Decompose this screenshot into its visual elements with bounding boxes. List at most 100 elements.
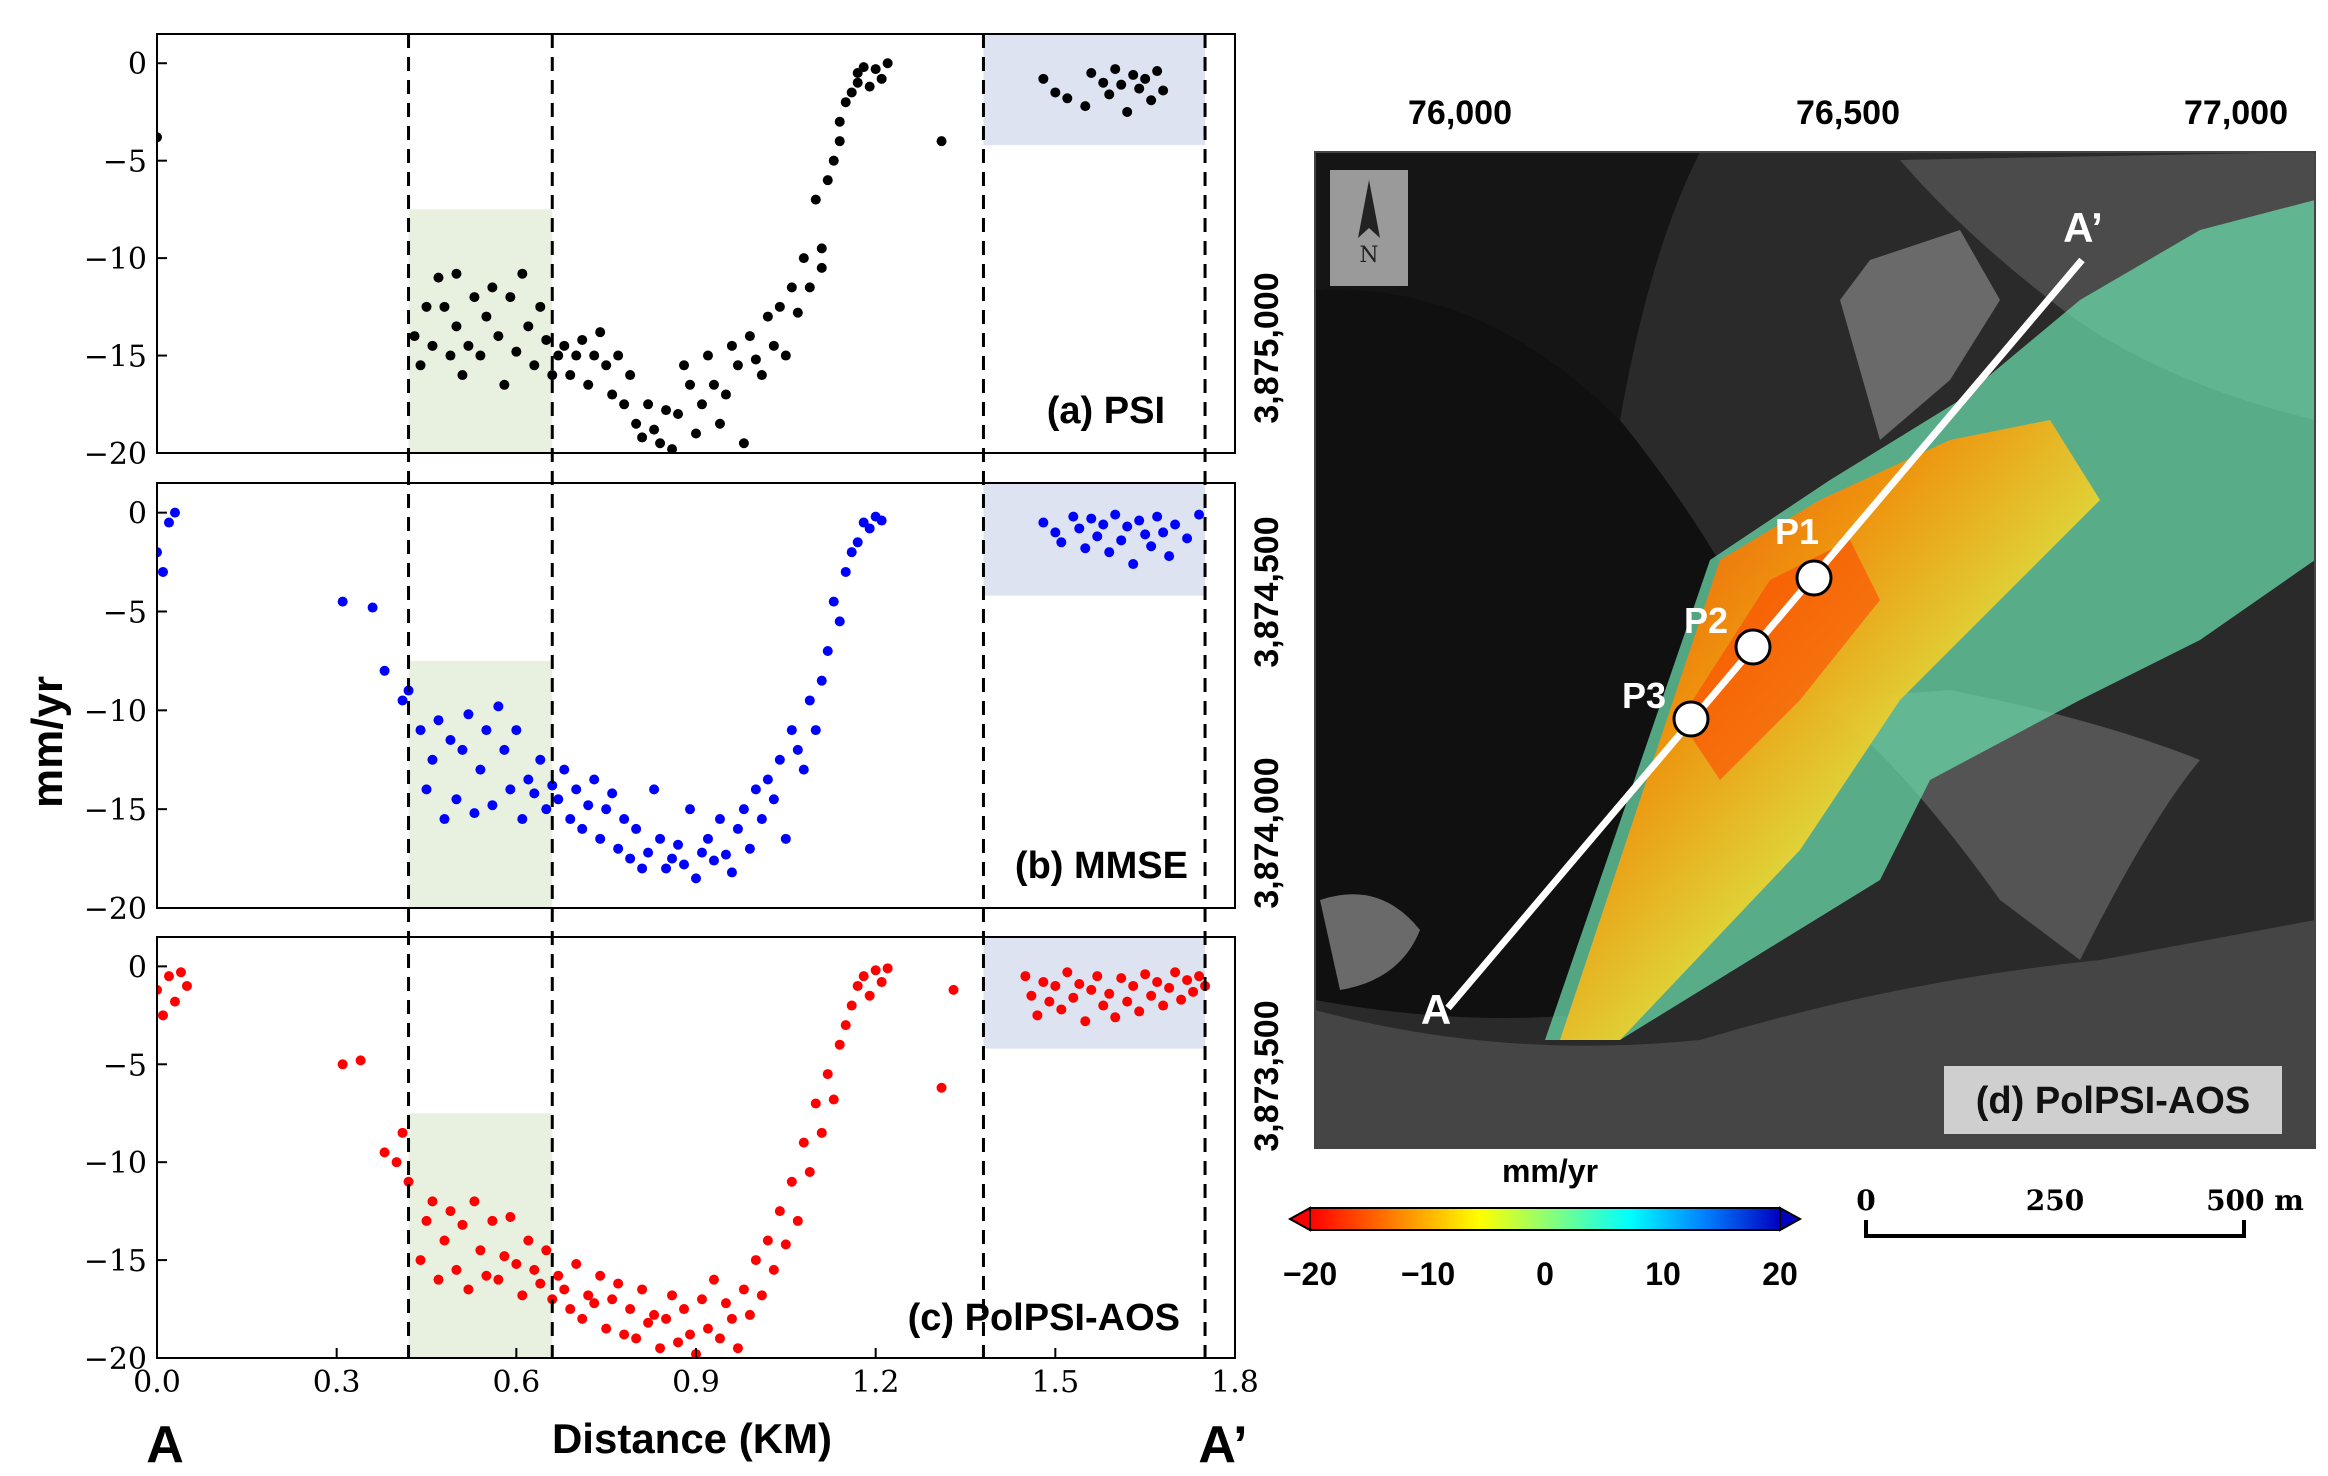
data-point (457, 370, 468, 381)
data-point (1116, 973, 1127, 984)
data-point (613, 1278, 624, 1289)
data-point (535, 1278, 546, 1289)
data-point (157, 547, 162, 558)
data-point (828, 1094, 839, 1105)
data-point (523, 321, 534, 332)
data-point (744, 843, 755, 854)
data-point (493, 1274, 504, 1285)
data-point (511, 725, 522, 736)
data-point (547, 370, 558, 381)
data-point (1194, 509, 1205, 520)
data-point (505, 292, 516, 303)
colorbar-ramp (1309, 1207, 1781, 1231)
data-point (637, 863, 648, 874)
data-point (595, 833, 606, 844)
data-point (1110, 1012, 1121, 1023)
data-point (1044, 996, 1055, 1007)
data-point (1074, 978, 1085, 989)
data-point (469, 808, 480, 819)
data-point (643, 399, 654, 410)
data-point (840, 566, 851, 577)
data-point (595, 1270, 606, 1281)
data-point (864, 990, 875, 1001)
data-point (870, 965, 881, 976)
data-point (427, 340, 438, 351)
profile-start-label: A (146, 1416, 184, 1474)
data-point (439, 814, 450, 825)
map-northing-ticks: 3,875,000 3,874,500 3,874,000 3,873,500 (1248, 272, 1286, 1151)
map-water-north (1315, 152, 1700, 420)
data-point (714, 418, 725, 429)
data-point (607, 1294, 618, 1305)
data-point (714, 814, 725, 825)
scale-tick-2: 500 m (2206, 1184, 2304, 1217)
data-point (762, 311, 773, 322)
data-point (451, 268, 462, 279)
data-point (846, 1000, 857, 1011)
data-point (421, 784, 432, 795)
data-point (589, 1298, 600, 1309)
point-p1-marker (1795, 559, 1833, 597)
data-point (673, 839, 684, 850)
data-point (1092, 531, 1103, 542)
data-point (834, 116, 845, 127)
data-point (864, 523, 875, 534)
data-point (397, 1127, 408, 1138)
data-point (852, 77, 863, 88)
data-point (517, 268, 528, 279)
data-point (673, 409, 684, 420)
data-point (157, 566, 168, 577)
data-point (732, 823, 743, 834)
data-point (882, 58, 893, 69)
northing-tick-3: 3,873,500 (1248, 1000, 1286, 1151)
data-point (649, 784, 660, 795)
data-point (673, 1337, 684, 1348)
data-point (1086, 513, 1097, 524)
data-point (403, 1176, 414, 1187)
data-point (649, 1309, 660, 1320)
data-point (583, 1290, 594, 1301)
data-point (1074, 523, 1085, 534)
data-point (876, 977, 887, 988)
colorbar-left-arrow (1287, 1206, 1311, 1232)
data-point (708, 379, 719, 390)
data-point (565, 814, 576, 825)
map-deformation-peak (1680, 540, 1880, 780)
data-point (175, 967, 186, 978)
data-point (601, 1323, 612, 1334)
data-point (726, 340, 737, 351)
data-point (822, 175, 833, 186)
data-point (415, 1255, 426, 1266)
data-point (163, 517, 174, 528)
data-point (541, 804, 552, 815)
data-point (433, 715, 444, 726)
data-point (798, 764, 809, 775)
data-point (1050, 87, 1061, 98)
data-point (463, 709, 474, 720)
data-point (559, 1284, 570, 1295)
data-point (744, 331, 755, 342)
data-point (948, 984, 959, 995)
data-point (792, 307, 803, 318)
data-point (816, 1127, 827, 1138)
data-point (1080, 101, 1091, 112)
data-point (798, 1137, 809, 1148)
data-point (667, 1290, 678, 1301)
data-point (475, 764, 486, 775)
y-tick-label: 0 (128, 950, 147, 985)
data-point (571, 784, 582, 795)
data-point (756, 814, 767, 825)
data-point (589, 350, 600, 361)
data-point (1134, 83, 1145, 94)
panel-c-points (157, 963, 1211, 1358)
data-point (445, 734, 456, 745)
data-point (1038, 977, 1049, 988)
data-point (625, 853, 636, 864)
data-point (541, 1245, 552, 1256)
data-point (936, 136, 947, 147)
data-point (637, 432, 648, 443)
data-point (157, 984, 162, 995)
data-point (786, 282, 797, 293)
y-tick-label: −10 (84, 694, 147, 729)
data-point (679, 859, 690, 870)
